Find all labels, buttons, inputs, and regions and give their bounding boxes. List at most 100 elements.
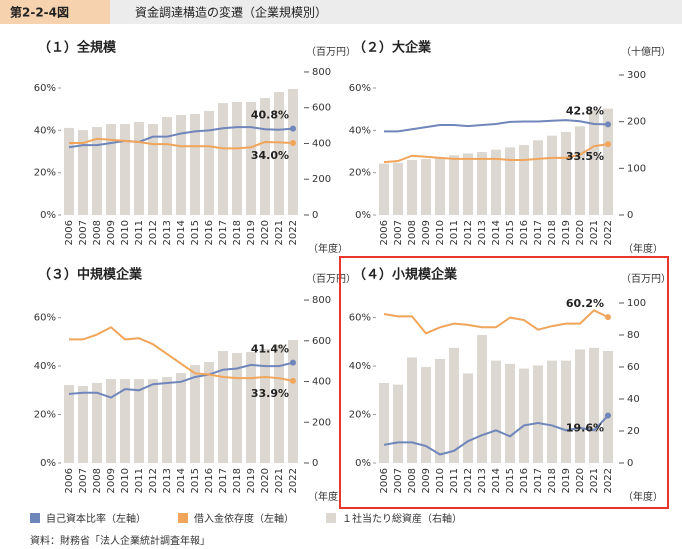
bar (231, 353, 243, 463)
bar (133, 122, 145, 215)
end-point (290, 377, 296, 384)
bar (378, 163, 390, 215)
x-tick-label: 2017 (533, 468, 544, 493)
line (69, 326, 294, 382)
x-tick-label: 2016 (204, 468, 215, 493)
x-tick-label: 2009 (106, 220, 117, 245)
y-tick-label: 40% (349, 361, 371, 372)
x-tick-label: 2019 (561, 220, 572, 245)
figure-number: 第2-2-4図 (10, 5, 69, 20)
y-tick-label: 20% (349, 168, 371, 179)
bar (602, 351, 614, 463)
x-tick-label: 2013 (477, 220, 488, 245)
y2-tick-label: 800 (312, 295, 331, 306)
x-tick-label: 2009 (421, 220, 432, 245)
bar (189, 113, 201, 215)
y2-unit: （百万円） (306, 46, 356, 58)
x-tick-label: 2008 (92, 468, 103, 493)
bar (63, 384, 75, 463)
y-tick-label: 40% (34, 125, 56, 136)
y2-tick-label: 200 (627, 117, 646, 128)
bar (434, 158, 446, 215)
x-unit: （年度） (308, 490, 348, 503)
source: 資料：財務省「法人企業統計調査年報」 (30, 534, 210, 547)
bar (147, 379, 159, 463)
x-tick-label: 2015 (505, 220, 516, 245)
value-label: 34.0% (251, 149, 289, 162)
bar (245, 102, 257, 215)
x-tick-label: 2020 (575, 468, 586, 493)
x-tick-label: 2018 (232, 220, 243, 245)
x-tick-label: 2021 (589, 468, 600, 493)
bar (476, 335, 488, 463)
bar (119, 379, 131, 463)
bar (392, 384, 404, 463)
y-tick-label: 60% (34, 83, 56, 94)
x-tick-label: 2011 (449, 468, 460, 493)
bar (546, 360, 558, 463)
bar (217, 350, 229, 463)
bar (245, 351, 257, 463)
x-tick-label: 2020 (575, 220, 586, 245)
bar (560, 131, 572, 215)
value-label: 33.5% (566, 150, 604, 163)
value-label: 33.9% (251, 387, 289, 400)
x-tick-label: 2021 (589, 220, 600, 245)
bar (476, 151, 488, 215)
y2-tick-label: 400 (312, 138, 331, 149)
panel-title: （２）大企業 (353, 40, 432, 56)
bar (378, 383, 390, 463)
x-tick-label: 2017 (218, 468, 229, 493)
bar (203, 110, 215, 215)
x-tick-label: 2010 (435, 468, 446, 493)
x-tick-label: 2011 (134, 468, 145, 493)
bar (462, 373, 474, 463)
x-tick-label: 2021 (274, 220, 285, 245)
bar (448, 347, 460, 463)
bar (175, 372, 187, 463)
bar (119, 123, 131, 215)
bar (574, 126, 586, 215)
x-tick-label: 2009 (106, 468, 117, 493)
x-tick-label: 2006 (379, 468, 390, 493)
end-point (605, 314, 611, 321)
panel-title: （３）中規模企業 (38, 267, 143, 283)
bar (560, 360, 572, 463)
x-unit: （年度） (623, 242, 663, 255)
y2-tick-label: 0 (312, 458, 318, 469)
y2-tick-label: 0 (627, 210, 633, 221)
bar (203, 361, 215, 463)
y2-tick-label: 20 (627, 426, 640, 437)
bar (105, 379, 117, 463)
bar (574, 349, 586, 463)
x-tick-label: 2007 (78, 220, 89, 245)
bar (287, 339, 299, 463)
x-tick-label: 2022 (603, 220, 614, 245)
x-tick-label: 2010 (120, 220, 131, 245)
end-point (290, 359, 296, 366)
x-tick-label: 2008 (407, 220, 418, 245)
bar (406, 357, 418, 463)
x-tick-label: 2018 (547, 468, 558, 493)
bar (518, 144, 530, 215)
y-tick-label: 0% (40, 210, 56, 221)
x-unit: （年度） (623, 490, 663, 503)
bar (91, 127, 103, 215)
x-tick-label: 2013 (162, 468, 173, 493)
bar (217, 103, 229, 215)
bar (532, 140, 544, 215)
line (68, 126, 294, 149)
end-point (605, 141, 611, 148)
x-tick-label: 2019 (246, 468, 257, 493)
x-tick-label: 2010 (120, 468, 131, 493)
value-label: 41.4% (251, 343, 289, 356)
y2-tick-label: 400 (312, 377, 331, 388)
y2-tick-label: 600 (312, 103, 331, 114)
x-tick-label: 2017 (533, 220, 544, 245)
y2-tick-label: 600 (312, 336, 331, 347)
header-bar (0, 0, 682, 24)
legend-swatch (178, 513, 188, 523)
panel-title: （４）小規模企業 (353, 267, 458, 283)
figure-title: 資金調達構造の変遷（企業規模別） (135, 5, 327, 20)
